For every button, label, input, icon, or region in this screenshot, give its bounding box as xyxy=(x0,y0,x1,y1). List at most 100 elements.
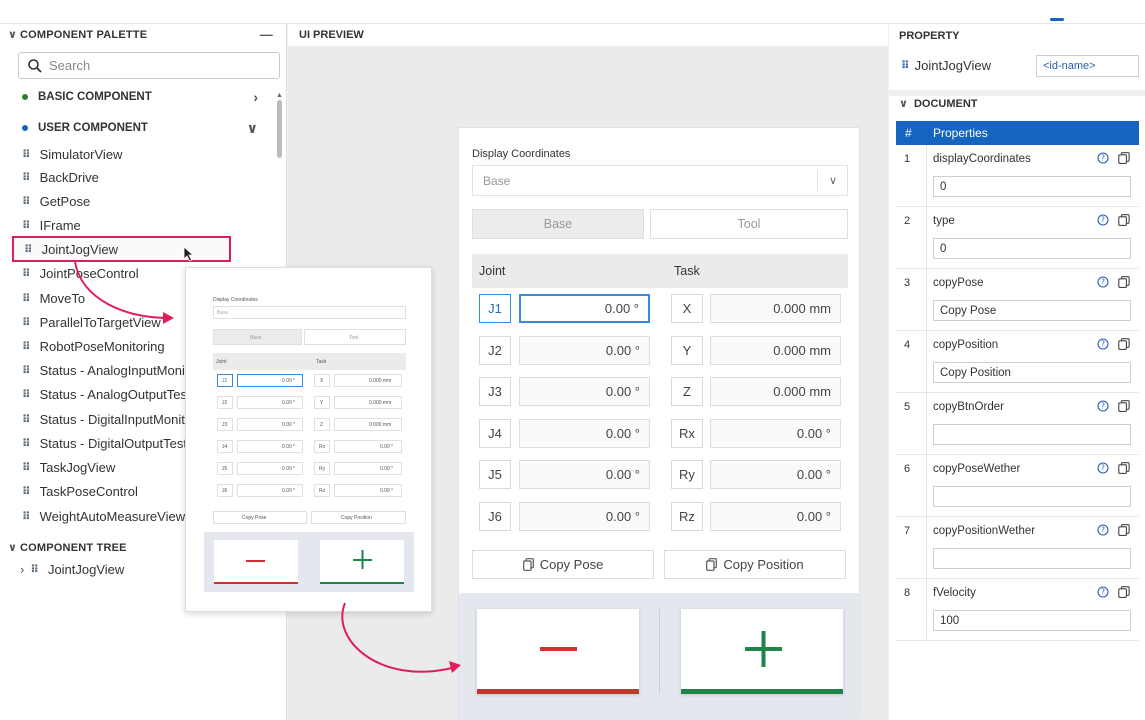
property-value-input[interactable]: 100 xyxy=(933,610,1131,631)
palette-item[interactable]: ⠿ BackDrive xyxy=(12,166,274,188)
copy-icon[interactable] xyxy=(1118,214,1130,226)
jog-minus-button[interactable] xyxy=(477,609,639,694)
joint-button-j2[interactable]: J2 xyxy=(479,336,511,365)
help-icon[interactable]: ? xyxy=(1097,524,1109,536)
plus-color-bar xyxy=(681,689,843,694)
scrollbar-thumb[interactable] xyxy=(277,100,282,158)
drag-handle-icon: ⠿ xyxy=(24,243,33,256)
help-icon[interactable]: ? xyxy=(1097,400,1109,412)
task-button-z[interactable]: Z xyxy=(671,377,703,406)
copy-icon[interactable] xyxy=(1118,276,1130,288)
palette-item[interactable]: ⠿ Status - DigitalInputMonit xyxy=(12,408,274,430)
joint-value-j6[interactable]: 0.00 ° xyxy=(519,502,650,531)
palette-item-highlighted[interactable]: ⠿ JointJogView xyxy=(12,236,231,262)
task-value-z[interactable]: 0.000 mm xyxy=(710,377,841,406)
palette-item[interactable]: ⠿ Status - AnalogOutputTes xyxy=(12,383,274,405)
palette-item-label: RobotPoseMonitoring xyxy=(39,338,165,354)
id-name-input[interactable]: <id-name> xyxy=(1036,55,1139,77)
mini-minus-button xyxy=(214,540,298,584)
palette-item[interactable]: ⠿ WeightAutoMeasureView xyxy=(12,505,274,527)
help-icon[interactable]: ? xyxy=(1097,586,1109,598)
copy-icon[interactable] xyxy=(1118,462,1130,474)
jog-table-header: Joint Task xyxy=(472,254,848,288)
chevron-right-icon[interactable]: › xyxy=(20,562,25,577)
copy-icon[interactable] xyxy=(1118,152,1130,164)
group-basic-component[interactable]: BASIC COMPONENT › xyxy=(0,84,270,110)
palette-item[interactable]: ⠿ Status - DigitalOutputTest xyxy=(12,432,274,454)
palette-header[interactable]: ∨ COMPONENT PALETTE — xyxy=(0,24,287,46)
task-value-rx[interactable]: 0.00 ° xyxy=(710,419,841,448)
palette-item[interactable]: ⠿ MoveTo xyxy=(12,287,274,309)
palette-item[interactable]: ⠿ GetPose xyxy=(12,190,274,212)
copy-icon[interactable] xyxy=(1118,524,1130,536)
palette-item[interactable]: ⠿ TaskPoseControl xyxy=(12,480,274,502)
mini-task-label: Ry xyxy=(319,466,326,472)
column-divider xyxy=(926,145,927,207)
task-button-ry[interactable]: Ry xyxy=(671,460,703,489)
property-value-input[interactable]: 0 xyxy=(933,238,1131,259)
property-value-input[interactable]: 0 xyxy=(933,176,1131,197)
toggle-base-button[interactable]: Base xyxy=(472,209,644,239)
user-dot-icon xyxy=(22,125,28,131)
help-icon[interactable]: ? xyxy=(1097,462,1109,474)
task-value-y[interactable]: 0.000 mm xyxy=(710,336,841,365)
search-input[interactable]: Search xyxy=(18,52,280,79)
component-name-label: JointJogView xyxy=(914,58,991,73)
palette-scrollbar[interactable]: ▲ xyxy=(275,92,284,612)
property-name: copyPosition xyxy=(933,339,999,351)
help-icon[interactable]: ? xyxy=(1097,276,1109,288)
joint-value-j3[interactable]: 0.00 ° xyxy=(519,377,650,406)
mini-joint-label: J3 xyxy=(222,422,228,428)
task-value-rz[interactable]: 0.00 ° xyxy=(710,502,841,531)
palette-item[interactable]: ⠿ TaskJogView xyxy=(12,456,274,478)
joint-value-j4[interactable]: 0.00 ° xyxy=(519,419,650,448)
property-value-input[interactable] xyxy=(933,486,1131,507)
joint-button-j6[interactable]: J6 xyxy=(479,502,511,531)
task-button-y[interactable]: Y xyxy=(671,336,703,365)
joint-button-j3[interactable]: J3 xyxy=(479,377,511,406)
task-button-rx[interactable]: Rx xyxy=(671,419,703,448)
svg-text:?: ? xyxy=(1101,402,1105,411)
property-value-input[interactable]: Copy Pose xyxy=(933,300,1131,321)
property-value-input[interactable]: Copy Position xyxy=(933,362,1131,383)
palette-item[interactable]: ⠿ IFrame xyxy=(12,214,274,236)
toggle-tool-button[interactable]: Tool xyxy=(650,209,848,239)
group-user-component[interactable]: USER COMPONENT ∨ xyxy=(0,115,270,141)
joint-button-j4[interactable]: J4 xyxy=(479,419,511,448)
task-value-x[interactable]: 0.000 mm xyxy=(710,294,841,323)
copy-icon[interactable] xyxy=(1118,400,1130,412)
property-value-input[interactable] xyxy=(933,424,1131,445)
palette-item[interactable]: ⠿ Status - AnalogInputMoni xyxy=(12,359,274,381)
joint-button-j1[interactable]: J1 xyxy=(479,294,511,323)
copy-icon[interactable] xyxy=(1118,586,1130,598)
tree-item[interactable]: › ⠿ JointJogView xyxy=(20,562,124,577)
property-value-input[interactable] xyxy=(933,548,1131,569)
ui-preview-title: UI PREVIEW xyxy=(299,29,364,41)
palette-item[interactable]: ⠿ SimulatorView xyxy=(12,143,274,165)
copy-pose-button[interactable]: Copy Pose xyxy=(472,550,654,579)
tree-header[interactable]: ∨ COMPONENT TREE xyxy=(0,537,287,559)
help-icon[interactable]: ? xyxy=(1097,214,1109,226)
copy-icon[interactable] xyxy=(1118,338,1130,350)
document-header[interactable]: ∨ DOCUMENT xyxy=(899,97,978,111)
display-coordinates-select[interactable]: Base ∨ xyxy=(472,165,848,196)
task-button-x[interactable]: X xyxy=(671,294,703,323)
scroll-up-icon[interactable]: ▲ xyxy=(276,92,283,99)
drag-handle-icon: ⠿ xyxy=(22,267,31,280)
joint-button-j5[interactable]: J5 xyxy=(479,460,511,489)
joint-value-j1[interactable]: 0.00 ° xyxy=(519,294,650,323)
joint-value-j2[interactable]: 0.00 ° xyxy=(519,336,650,365)
joint-value-j5[interactable]: 0.00 ° xyxy=(519,460,650,489)
copy-position-button[interactable]: Copy Position xyxy=(664,550,846,579)
mini-table-header xyxy=(213,353,406,370)
task-value-ry[interactable]: 0.00 ° xyxy=(710,460,841,489)
palette-item[interactable]: ⠿ RobotPoseMonitoring xyxy=(12,335,274,357)
help-icon[interactable]: ? xyxy=(1097,338,1109,350)
task-button-rz[interactable]: Rz xyxy=(671,502,703,531)
jog-plus-button[interactable] xyxy=(681,609,843,694)
help-icon[interactable]: ? xyxy=(1097,152,1109,164)
property-row: 2 type? 0 xyxy=(896,207,1139,269)
svg-text:?: ? xyxy=(1101,526,1105,535)
chevron-down-icon: ∨ xyxy=(899,98,908,110)
collapse-icon[interactable]: — xyxy=(259,27,273,42)
